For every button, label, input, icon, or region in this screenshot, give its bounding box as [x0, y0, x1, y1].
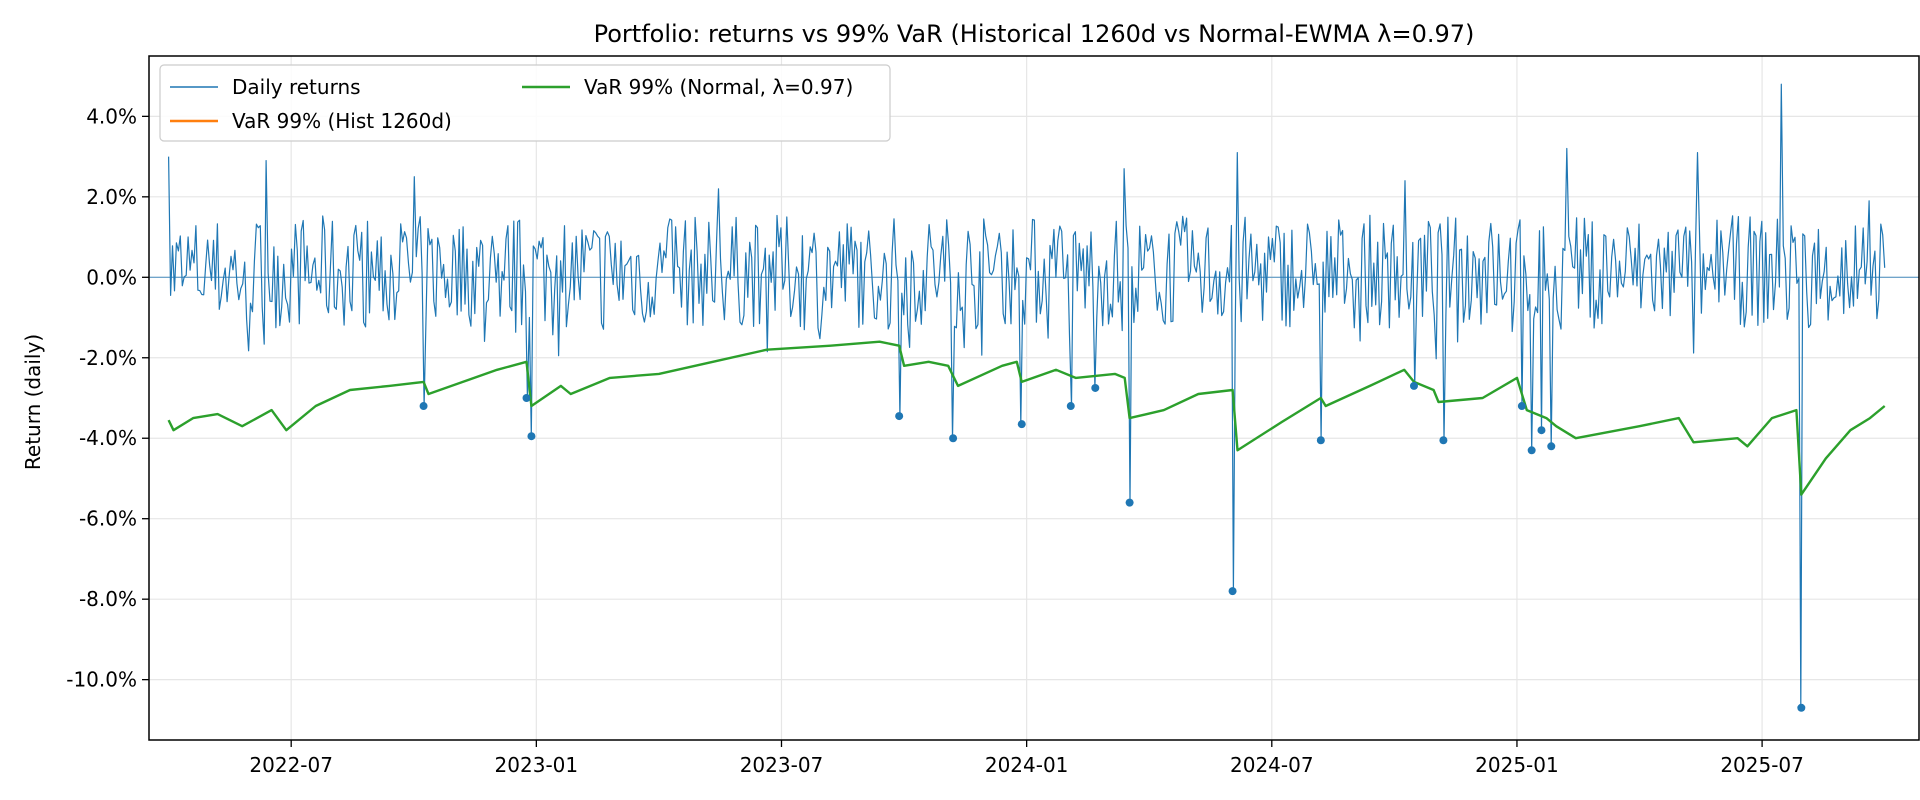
returns-series [168, 83, 1886, 709]
legend-label-var-hist: VaR 99% (Hist 1260d) [232, 109, 452, 133]
breach-point [1066, 402, 1075, 411]
y-tick-label: -8.0% [79, 587, 137, 611]
y-tick-label: -6.0% [79, 507, 137, 531]
breach-point [1797, 703, 1806, 712]
returns-line [168, 83, 1886, 709]
y-tick-label: 4.0% [86, 104, 137, 128]
x-axis-ticks: 2022-07 2023-01 2023-07 2024-01 2024-07 2025-… [249, 740, 1804, 777]
breach-point [1017, 420, 1026, 429]
x-tick-label: 2023-01 [495, 753, 579, 777]
x-tick-label: 2022-07 [249, 753, 333, 777]
legend-label-returns: Daily returns [232, 75, 361, 99]
y-tick-label: -10.0% [66, 668, 137, 692]
breach-point [1527, 446, 1536, 455]
x-tick-label: 2024-01 [985, 753, 1069, 777]
y-axis-ticks: 4.0% 2.0% 0.0% -2.0% -4.0% -6.0% -8.0% -10.0% [66, 104, 149, 692]
y-tick-label: -2.0% [79, 346, 137, 370]
breach-point [1537, 426, 1546, 435]
legend: Daily returns VaR 99% (Hist 1260d) VaR 9… [159, 64, 891, 142]
breach-point [949, 434, 958, 443]
breach-point [895, 412, 904, 421]
grid [149, 56, 1919, 740]
breach-point [419, 402, 428, 411]
breach-point [527, 432, 536, 441]
chart-title: Portfolio: returns vs 99% VaR (Historica… [594, 20, 1475, 48]
y-tick-label: 2.0% [86, 185, 137, 209]
y-tick-label: 0.0% [86, 265, 137, 289]
x-tick-label: 2023-07 [740, 753, 824, 777]
x-tick-label: 2025-01 [1475, 753, 1559, 777]
legend-box [159, 64, 891, 142]
var-series [167, 340, 1886, 496]
y-axis-label: Return (daily) [21, 334, 45, 470]
breach-markers [419, 381, 1806, 712]
legend-label-var-normal: VaR 99% (Normal, λ=0.97) [584, 75, 853, 99]
var-normal-line [167, 340, 1886, 496]
breach-point [1228, 587, 1237, 596]
breach-point [1439, 436, 1448, 445]
breach-point [1409, 381, 1418, 390]
x-tick-label: 2024-07 [1230, 753, 1314, 777]
x-tick-label: 2025-07 [1720, 753, 1804, 777]
breach-point [1125, 498, 1134, 507]
breach-point [1517, 402, 1526, 411]
breach-point [1547, 442, 1556, 451]
breach-point [522, 394, 531, 402]
plot-frame [148, 55, 1920, 741]
y-tick-label: -4.0% [79, 426, 137, 450]
breach-point [1316, 436, 1325, 445]
breach-point [1091, 383, 1100, 392]
